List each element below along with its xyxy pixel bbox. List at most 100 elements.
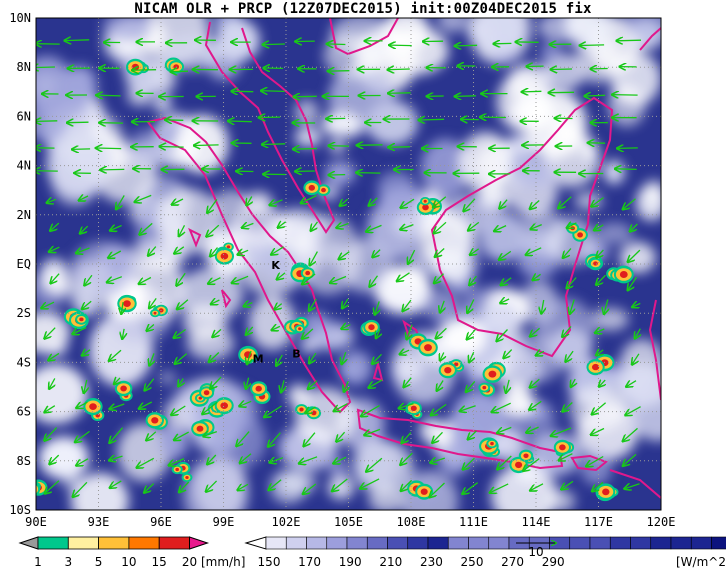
olr-cloud-patch xyxy=(248,295,296,350)
wind-arrow xyxy=(626,381,637,387)
wind-arrow xyxy=(373,249,381,258)
wind-arrow xyxy=(533,274,541,280)
precip-colorbar-label: 20 xyxy=(182,555,197,569)
wind-arrow xyxy=(213,328,222,337)
wind-arrow xyxy=(79,196,89,200)
precip-colorbar-lower-arrow xyxy=(18,536,39,550)
wind-arrow xyxy=(238,484,249,490)
olr-cloud-patch xyxy=(512,159,561,189)
wind-arrow xyxy=(209,352,220,362)
precip-cell-heavy xyxy=(515,461,523,469)
wind-arrow xyxy=(149,353,154,365)
olr-cloud-patch xyxy=(459,132,513,193)
wind-arrow xyxy=(145,378,155,391)
wind-arrow xyxy=(357,173,381,174)
wind-arrow xyxy=(80,225,89,233)
olr-cloud-patch xyxy=(363,54,383,67)
olr-colorbar-bin xyxy=(265,536,287,550)
wind-arrow xyxy=(169,458,185,466)
wind-arrow xyxy=(500,299,510,303)
wind-arrow xyxy=(440,352,444,361)
precip-cell-heavy xyxy=(305,270,311,276)
olr-cloud-patch xyxy=(505,332,566,383)
wind-arrow xyxy=(623,453,637,465)
olr-cloud-patch xyxy=(325,161,356,185)
wind-arrow xyxy=(612,95,638,96)
olr-cloud-patch xyxy=(159,372,176,383)
wind-arrow xyxy=(596,350,603,355)
olr-cloud-patch xyxy=(294,99,319,126)
olr-colorbar-bin xyxy=(346,536,368,550)
olr-colorbar-lower-arrow xyxy=(244,536,267,550)
wind-arrow xyxy=(240,453,252,463)
wind-arrow xyxy=(623,427,638,441)
precip-cell-heavy xyxy=(559,444,566,451)
wind-arrow xyxy=(526,247,542,255)
wind-arrow xyxy=(309,298,317,311)
wind-arrow xyxy=(566,350,574,362)
wind-arrow xyxy=(366,457,383,471)
precip-cell-heavy xyxy=(153,311,157,315)
wind-arrow xyxy=(551,427,572,436)
wind-arrow xyxy=(272,326,281,330)
olr-cloud-patch xyxy=(327,475,355,500)
olr-cloud-patch xyxy=(294,387,356,445)
olr-colorbar-bin xyxy=(427,536,449,550)
wind-arrow xyxy=(116,195,125,209)
precip-cell-heavy xyxy=(226,245,231,249)
precip-cell-heavy xyxy=(424,344,432,352)
olr-cloud-patch xyxy=(102,18,152,42)
olr-colorbar-bin xyxy=(407,536,429,550)
wind-arrow xyxy=(72,149,91,150)
latitude-label: 4S xyxy=(17,355,31,369)
wind-arrow xyxy=(261,91,285,92)
wind-arrow xyxy=(494,226,507,232)
wind-arrow xyxy=(47,199,57,203)
wind-arrow xyxy=(399,404,414,409)
olr-cloud-patch xyxy=(546,489,576,510)
olr-colorbar: 150 170 190 210 230 250 270 290 [W/m^2] 10 xyxy=(244,536,726,569)
wind-arrow xyxy=(604,299,608,314)
olr-colorbar-label: 250 xyxy=(461,555,484,569)
wind-arrow xyxy=(45,405,56,413)
wind-arrow xyxy=(500,199,508,209)
wind-arrow xyxy=(101,169,125,170)
wind-arrow xyxy=(562,326,572,337)
olr-cloud-patch xyxy=(130,239,180,273)
olr-cloud-patch xyxy=(70,241,138,296)
wind-arrow xyxy=(342,325,351,329)
longitude-label: 114E xyxy=(522,515,551,529)
precip-cell-heavy xyxy=(299,407,304,412)
precip-cell-heavy xyxy=(185,476,189,479)
precip-colorbar-label: 5 xyxy=(95,555,103,569)
olr-colorbar-unit: [W/m^2] xyxy=(676,555,726,569)
wind-arrow xyxy=(264,405,282,417)
wind-arrow xyxy=(460,405,476,411)
olr-colorbar-label: 290 xyxy=(542,555,565,569)
olr-colorbar-bin xyxy=(609,536,631,550)
location-markers: K M B xyxy=(253,259,301,365)
wind-arrow xyxy=(244,303,253,307)
latitude-label: 8N xyxy=(17,60,31,74)
wind-arrow xyxy=(110,404,125,409)
wind-arrow xyxy=(529,400,542,409)
wind-arrow xyxy=(109,456,123,460)
marker-label: M xyxy=(253,352,264,365)
precip-colorbar-bin xyxy=(128,536,160,550)
wind-arrow xyxy=(595,329,605,333)
wind-arrow xyxy=(632,353,640,365)
wind-arrow xyxy=(342,298,348,308)
olr-cloud-patch xyxy=(491,464,558,510)
olr-colorbar-bin xyxy=(285,536,307,550)
wind-arrow xyxy=(137,457,155,467)
wind-arrow xyxy=(202,401,218,414)
wind-arrow xyxy=(497,329,508,342)
wind-arrow xyxy=(301,194,317,204)
wind-arrow xyxy=(469,351,474,362)
wind-arrow xyxy=(65,40,90,41)
olr-cloud-patch xyxy=(153,95,172,112)
wind-arrow xyxy=(246,377,249,389)
olr-colorbar-label: 150 xyxy=(258,555,281,569)
wind-arrow xyxy=(174,246,185,254)
wind-arrow xyxy=(179,224,185,236)
